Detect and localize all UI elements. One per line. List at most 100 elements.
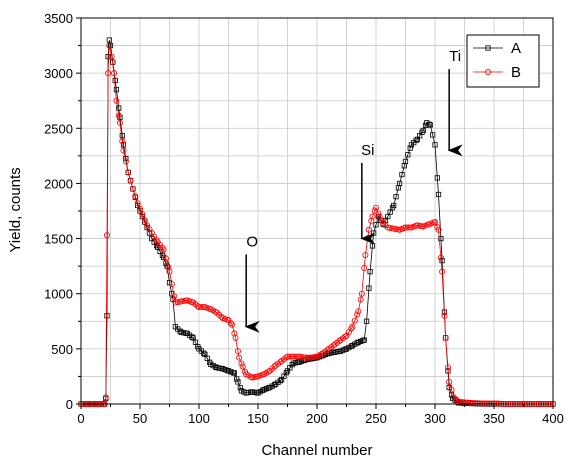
data-point-A: [234, 376, 240, 382]
data-point-B: [474, 400, 481, 407]
data-point-B: [171, 293, 178, 300]
data-point-B: [348, 325, 355, 332]
data-point-B: [136, 205, 143, 212]
data-point-B: [239, 363, 246, 370]
data-point-B: [231, 330, 238, 337]
data-point-B: [139, 211, 146, 218]
x-axis-title: Channel number: [262, 442, 373, 458]
x-tick-label: 400: [542, 411, 564, 426]
data-point-B: [251, 374, 258, 381]
data-point-B: [357, 296, 364, 303]
data-point-A: [266, 385, 272, 391]
data-point-B: [236, 354, 243, 361]
data-point-A: [119, 133, 125, 139]
data-point-A: [212, 364, 219, 370]
data-point-B: [113, 97, 120, 104]
legend-marker-B: [484, 69, 491, 76]
data-point-A: [224, 367, 230, 374]
data-point-B: [371, 207, 378, 214]
data-point-B: [116, 119, 123, 126]
data-point-A: [402, 158, 409, 164]
annotation-label: Si: [361, 142, 374, 159]
data-point-B: [292, 353, 299, 360]
x-tick-label: 350: [483, 411, 505, 426]
data-point-A: [407, 145, 413, 151]
data-point-B: [162, 255, 169, 262]
data-point-B: [431, 219, 438, 226]
data-point-A: [399, 172, 405, 178]
data-point-A: [413, 137, 419, 144]
data-point-B: [160, 246, 167, 253]
data-point-B: [349, 323, 356, 330]
data-point-B: [355, 308, 362, 315]
legend: AB: [466, 34, 540, 88]
annotation-label: O: [246, 233, 258, 250]
data-point-B: [238, 360, 245, 367]
data-point-B: [283, 354, 290, 361]
data-point-B: [358, 290, 365, 297]
data-point-B: [165, 264, 172, 271]
data-point-A: [435, 191, 442, 198]
data-point-B: [198, 303, 205, 310]
data-point-B: [218, 313, 225, 320]
data-point-A: [127, 178, 134, 184]
data-point-B: [134, 200, 141, 207]
data-point-B: [351, 317, 358, 324]
data-point-B: [125, 169, 132, 176]
x-tick-label: 150: [247, 411, 269, 426]
data-point-A: [434, 175, 440, 181]
data-point-B: [488, 400, 495, 407]
data-point-B: [195, 303, 202, 310]
data-point-A: [201, 350, 207, 356]
legend-marker-A: [485, 45, 491, 51]
data-point-B: [483, 400, 490, 407]
data-point-A: [426, 121, 432, 127]
data-point-B: [115, 112, 122, 119]
y-tick-label: 2500: [44, 121, 73, 136]
data-point-B: [247, 373, 254, 380]
data-point-B: [102, 394, 109, 401]
data-point-B: [141, 216, 148, 223]
data-point-B: [469, 400, 476, 407]
data-point-B: [481, 400, 488, 407]
data-point-A: [277, 378, 284, 384]
data-point-A: [153, 243, 160, 249]
data-point-A: [342, 346, 348, 352]
data-point-B: [298, 354, 305, 361]
legend-label-B: B: [511, 64, 521, 81]
series-layer: [78, 37, 557, 407]
data-point-B: [393, 226, 400, 233]
data-point-B: [416, 222, 423, 229]
data-point-A: [367, 269, 373, 275]
x-tick-label: 250: [365, 411, 387, 426]
data-point-B: [284, 353, 291, 360]
data-point-B: [168, 281, 175, 288]
data-point-B: [304, 354, 311, 361]
data-point-A: [113, 87, 119, 93]
data-point-A: [125, 169, 131, 175]
y-tick-label: 2000: [44, 176, 73, 191]
data-point-B: [105, 70, 112, 77]
data-point-B: [402, 224, 409, 231]
x-tick-label: 300: [424, 411, 446, 426]
data-point-A: [391, 202, 397, 209]
data-point-A: [396, 180, 403, 187]
data-point-B: [111, 70, 118, 77]
data-point-B: [476, 400, 483, 407]
data-point-B: [129, 185, 136, 192]
data-point-B: [108, 53, 115, 60]
data-point-B: [369, 213, 376, 220]
data-point-B: [479, 400, 486, 407]
x-tick-label: 200: [306, 411, 328, 426]
data-point-B: [368, 217, 375, 224]
data-point-B: [265, 368, 272, 375]
data-point-B: [132, 193, 139, 200]
x-tick-label: 0: [77, 411, 84, 426]
data-point-B: [103, 232, 110, 239]
data-point-B: [441, 312, 448, 319]
data-point-A: [106, 37, 112, 43]
data-point-B: [442, 334, 449, 341]
data-point-A: [405, 152, 411, 158]
data-point-A: [430, 132, 436, 138]
